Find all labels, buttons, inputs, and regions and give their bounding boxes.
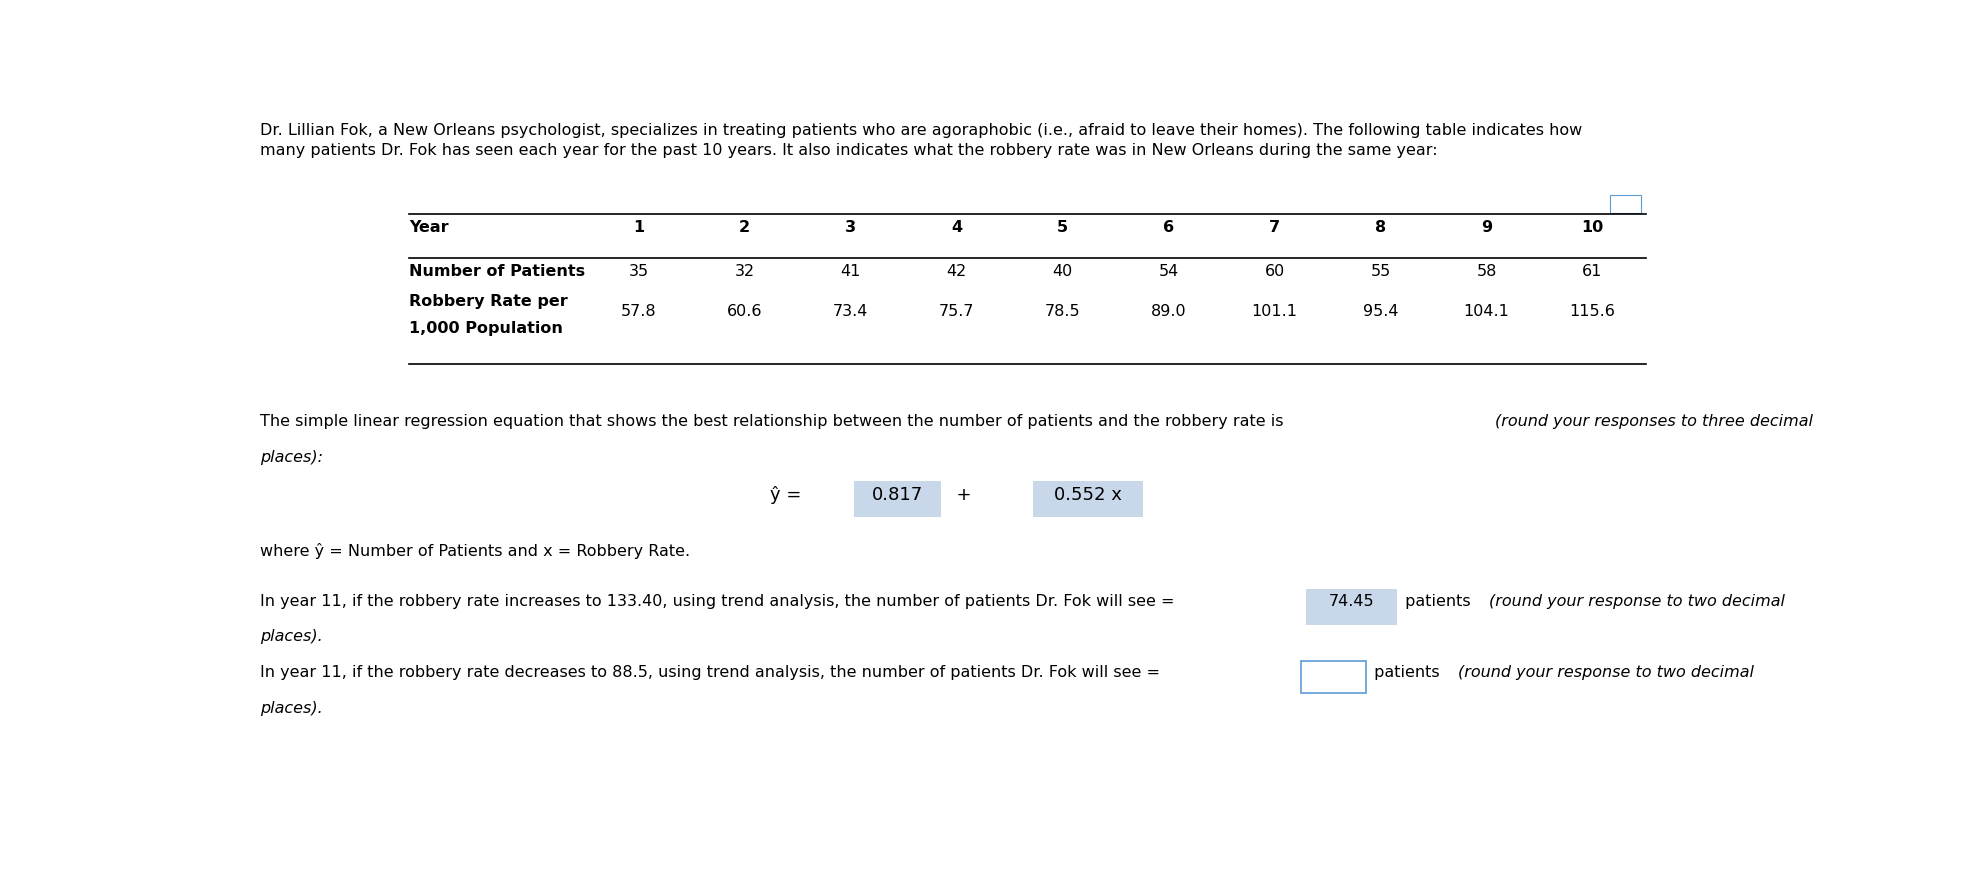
- Text: 1: 1: [632, 219, 644, 234]
- Text: 41: 41: [840, 263, 860, 278]
- Text: 101.1: 101.1: [1251, 304, 1298, 319]
- Text: Number of Patients: Number of Patients: [408, 263, 585, 278]
- Text: The simple linear regression equation that shows the best relationship between t: The simple linear regression equation th…: [260, 414, 1288, 429]
- Text: In year 11, if the robbery rate decreases to 88.5, using trend analysis, the num: In year 11, if the robbery rate decrease…: [260, 665, 1165, 680]
- Text: 74.45: 74.45: [1328, 594, 1374, 609]
- Text: 73.4: 73.4: [832, 304, 868, 319]
- Text: where ŷ = Number of Patients and x = Robbery Rate.: where ŷ = Number of Patients and x = Rob…: [260, 544, 690, 559]
- Text: 7: 7: [1268, 219, 1280, 234]
- Text: places).: places).: [260, 700, 323, 715]
- Text: 10: 10: [1582, 219, 1603, 234]
- Text: (round your response to two decimal: (round your response to two decimal: [1459, 665, 1754, 680]
- Text: +: +: [945, 485, 983, 504]
- Text: 1,000 Population: 1,000 Population: [408, 321, 563, 337]
- Text: 55: 55: [1370, 263, 1391, 278]
- Text: 42: 42: [947, 263, 967, 278]
- Text: patients: patients: [1370, 665, 1445, 680]
- Text: 2: 2: [739, 219, 751, 234]
- Text: (round your response to two decimal: (round your response to two decimal: [1488, 594, 1786, 609]
- Text: 61: 61: [1582, 263, 1603, 278]
- Text: 58: 58: [1477, 263, 1496, 278]
- Text: 6: 6: [1163, 219, 1173, 234]
- Text: 40: 40: [1052, 263, 1072, 278]
- Text: patients: patients: [1399, 594, 1475, 609]
- Text: places):: places):: [260, 449, 323, 464]
- Text: Robbery Rate per: Robbery Rate per: [408, 294, 567, 309]
- Text: 78.5: 78.5: [1045, 304, 1080, 319]
- FancyBboxPatch shape: [1033, 481, 1144, 517]
- Text: places).: places).: [260, 629, 323, 644]
- Text: (round your responses to three decimal: (round your responses to three decimal: [1494, 414, 1814, 429]
- Text: 0.817: 0.817: [872, 485, 924, 504]
- Text: In year 11, if the robbery rate increases to 133.40, using trend analysis, the n: In year 11, if the robbery rate increase…: [260, 594, 1179, 609]
- Text: 95.4: 95.4: [1364, 304, 1399, 319]
- Text: 54: 54: [1159, 263, 1179, 278]
- Text: 75.7: 75.7: [939, 304, 975, 319]
- Text: 57.8: 57.8: [620, 304, 656, 319]
- Text: 32: 32: [735, 263, 755, 278]
- Text: 60.6: 60.6: [727, 304, 763, 319]
- Text: 60: 60: [1265, 263, 1284, 278]
- Text: Year: Year: [408, 219, 448, 234]
- Text: 115.6: 115.6: [1570, 304, 1615, 319]
- FancyBboxPatch shape: [854, 481, 941, 517]
- FancyBboxPatch shape: [1302, 662, 1366, 692]
- Text: many patients Dr. Fok has seen each year for the past 10 years. It also indicate: many patients Dr. Fok has seen each year…: [260, 143, 1437, 158]
- Text: 8: 8: [1376, 219, 1385, 234]
- Text: 3: 3: [844, 219, 856, 234]
- Text: Dr. Lillian Fok, a New Orleans psychologist, specializes in treating patients wh: Dr. Lillian Fok, a New Orleans psycholog…: [260, 122, 1582, 137]
- Text: 0.552 x: 0.552 x: [1054, 485, 1122, 504]
- Text: 9: 9: [1481, 219, 1492, 234]
- Text: ŷ =: ŷ =: [769, 485, 807, 504]
- Text: 4: 4: [951, 219, 961, 234]
- Text: 89.0: 89.0: [1152, 304, 1187, 319]
- FancyBboxPatch shape: [1306, 589, 1397, 625]
- Text: 35: 35: [628, 263, 648, 278]
- FancyBboxPatch shape: [1609, 196, 1641, 213]
- Text: 104.1: 104.1: [1463, 304, 1510, 319]
- Text: 5: 5: [1056, 219, 1068, 234]
